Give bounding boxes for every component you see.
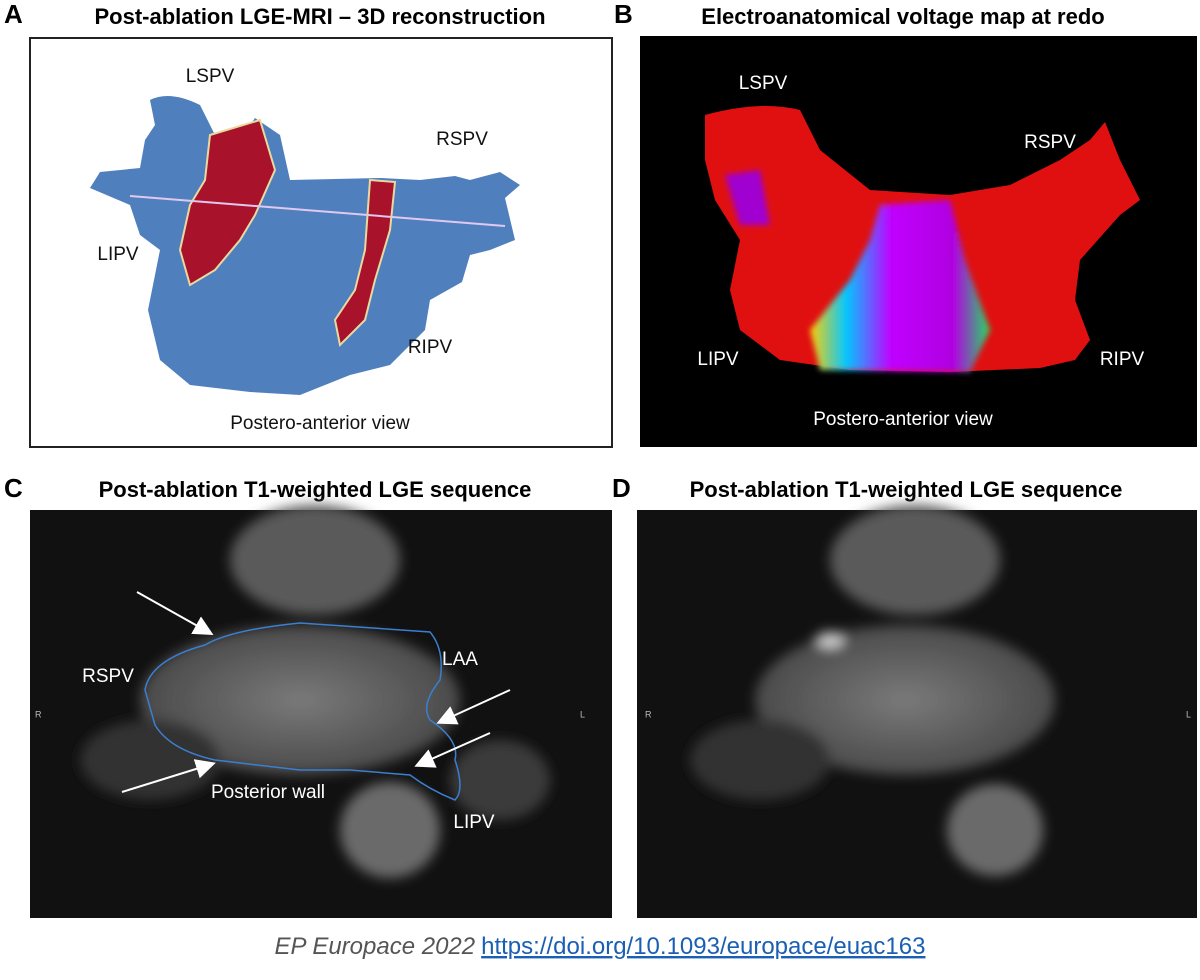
panel-title: Electroanatomical voltage map at redo — [701, 4, 1104, 29]
mri-image — [690, 505, 1055, 876]
label: RSPV — [1024, 132, 1076, 153]
doi-link[interactable]: https://doi.org/10.1093/europace/euac163 — [481, 933, 925, 960]
atrium-3d — [90, 96, 520, 395]
citation: EP Europace 2022 — [275, 933, 476, 960]
panel-title: Post-ablation T1-weighted LGE sequence — [99, 477, 532, 502]
panel-letter: A — [4, 0, 23, 29]
label: Posterior wall — [211, 782, 325, 803]
label: RIPV — [1100, 349, 1145, 370]
panel-letter: C — [4, 473, 23, 503]
orientation: L — [580, 709, 585, 719]
caption: Postero-anterior view — [813, 409, 993, 430]
panel-letter: B — [614, 0, 633, 29]
label: LSPV — [739, 73, 788, 94]
caption: Postero-anterior view — [230, 413, 410, 434]
label: RSPV — [82, 666, 134, 687]
label: LIPV — [453, 812, 495, 833]
arrows — [121, 591, 511, 793]
label: LIPV — [697, 349, 739, 370]
orientation: R — [645, 709, 652, 719]
panel-title: Post-ablation LGE-MRI – 3D reconstructio… — [94, 4, 545, 29]
footer: EP Europace 2022 https://doi.org/10.1093/… — [275, 933, 926, 960]
panel-title: Post-ablation T1-weighted LGE sequence — [690, 477, 1123, 502]
panel-letter: D — [612, 473, 631, 503]
outline — [144, 622, 461, 801]
orientation: R — [35, 709, 42, 719]
voltage-map — [705, 106, 1140, 372]
label: RSPV — [436, 129, 488, 150]
orientation: L — [1186, 709, 1191, 719]
label: LIPV — [97, 244, 139, 265]
mri-image — [80, 505, 550, 878]
label: LSPV — [186, 66, 235, 87]
label: LAA — [442, 649, 478, 670]
label: RIPV — [408, 337, 453, 358]
